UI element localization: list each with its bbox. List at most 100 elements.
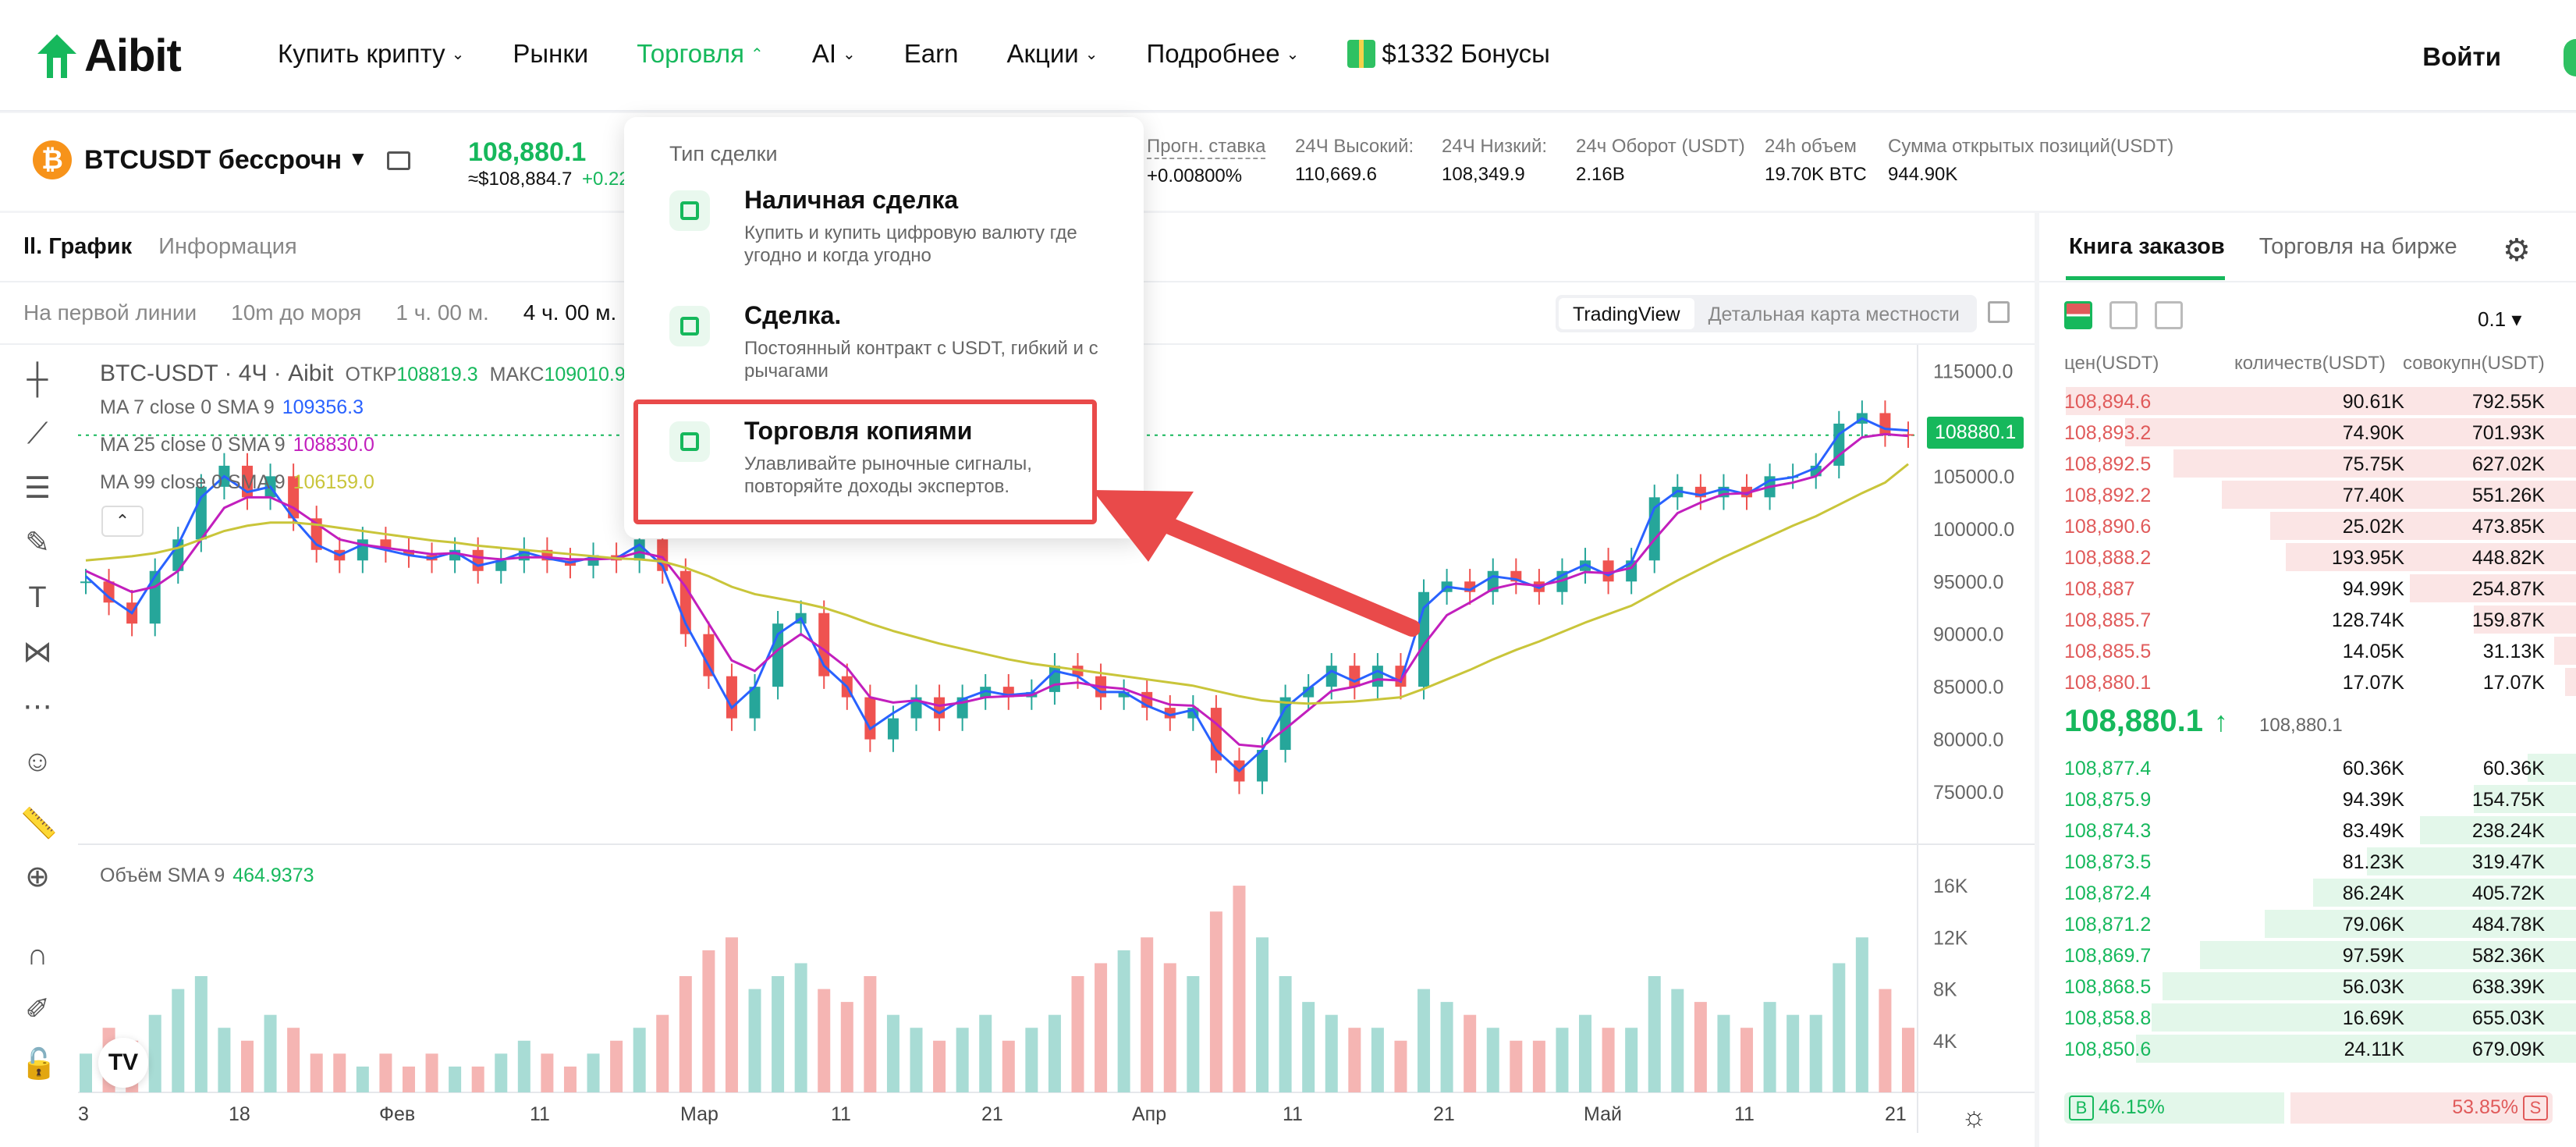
bid-row[interactable]: 108,875.9 94.39K 154.75K bbox=[2039, 783, 2576, 815]
menu-item-copy-trading[interactable]: Торговля копиями Улавливайте рыночные си… bbox=[633, 406, 1133, 523]
nav-more[interactable]: Подробнее ⌄ bbox=[1146, 39, 1299, 69]
tf-1h[interactable]: 1 ч. 00 м. bbox=[396, 300, 489, 325]
candle-body bbox=[887, 718, 899, 740]
fib-lines-icon[interactable]: ☰ bbox=[23, 472, 51, 505]
bid-row[interactable]: 108,874.3 83.49K 238.24K bbox=[2039, 815, 2576, 846]
fullscreen-icon[interactable] bbox=[1988, 301, 2010, 323]
pattern-icon[interactable]: ⋈ bbox=[23, 636, 52, 669]
ask-row[interactable]: 108,894.6 90.61K 792.55K bbox=[2039, 385, 2576, 417]
tradingview-logo[interactable]: TV bbox=[98, 1038, 148, 1088]
register-button-edge[interactable] bbox=[2564, 39, 2576, 76]
tab-info[interactable]: Информация bbox=[158, 234, 297, 259]
zoom-in-icon[interactable]: ⊕ bbox=[25, 861, 50, 893]
bid-row[interactable]: 108,877.4 60.36K 60.36K bbox=[2039, 752, 2576, 783]
view-asks-icon[interactable] bbox=[2155, 301, 2183, 329]
ask-row[interactable]: 108,880.1 17.07K 17.07K bbox=[2039, 666, 2576, 698]
forecast-icon[interactable]: ⋯ bbox=[23, 691, 52, 723]
nav-promotions[interactable]: Акции ⌄ bbox=[1006, 39, 1098, 69]
bid-row[interactable]: 108,868.5 56.03K 638.39K bbox=[2039, 971, 2576, 1002]
crosshair-icon[interactable]: ┼ bbox=[27, 363, 48, 396]
ruler-icon[interactable]: 📏 bbox=[20, 808, 58, 840]
nav-ai[interactable]: AI ⌄ bbox=[812, 39, 856, 69]
nav-trading[interactable]: Торговля ⌃ bbox=[637, 39, 764, 69]
volume-bar bbox=[840, 1002, 853, 1092]
depth-chart-option[interactable]: Детальная карта местности bbox=[1708, 304, 1960, 325]
main-nav: Купить крипту ⌄ Рынки Торговля ⌃ AI ⌄ Earn … bbox=[278, 39, 1598, 69]
view-bids-icon[interactable] bbox=[2109, 301, 2138, 329]
tab-order-book[interactable]: Книга заказов bbox=[2069, 234, 2225, 259]
tradingview-option[interactable]: TradingView bbox=[1559, 298, 1694, 329]
ask-row[interactable]: 108,888.2 193.95K 448.82K bbox=[2039, 542, 2576, 573]
legend-high-label: МАКС bbox=[489, 364, 545, 385]
tab-chart[interactable]: ll. График bbox=[23, 234, 133, 259]
chevron-down-icon: ⌄ bbox=[843, 45, 856, 63]
bid-row[interactable]: 108,869.7 97.59K 582.36K bbox=[2039, 939, 2576, 971]
ask-row[interactable]: 108,885.5 14.05K 31.13K bbox=[2039, 635, 2576, 666]
top-nav-bar: Aibit Купить крипту ⌄ Рынки Торговля ⌃ AI ⌄… bbox=[0, 0, 2576, 112]
magnet-icon[interactable]: ∩ bbox=[27, 939, 48, 971]
precision-select[interactable]: 0.1 ▾ bbox=[2478, 307, 2522, 331]
bid-row[interactable]: 108,871.2 79.06K 484.78K bbox=[2039, 908, 2576, 939]
emoji-icon[interactable]: ☺ bbox=[22, 745, 53, 778]
price-change: +0.22 bbox=[582, 169, 630, 190]
candle-body bbox=[1602, 560, 1614, 582]
volume-bar bbox=[471, 1066, 484, 1092]
nav-earn[interactable]: Earn bbox=[904, 39, 959, 69]
book-icon[interactable] bbox=[387, 151, 410, 170]
nav-buy-crypto[interactable]: Купить крипту ⌄ bbox=[278, 39, 464, 69]
ask-price: 108,890.6 bbox=[2064, 516, 2152, 538]
stat-label[interactable]: Прогн. ставка bbox=[1147, 136, 1266, 159]
caret-down-icon[interactable]: ▼ bbox=[348, 147, 368, 170]
bid-row[interactable]: 108,873.5 81.23K 319.47K bbox=[2039, 846, 2576, 877]
x-tick-label: 11 bbox=[530, 1103, 550, 1125]
trendline-icon[interactable]: ⟋ bbox=[27, 417, 48, 450]
ask-row[interactable]: 108,887 94.99K 254.87K bbox=[2039, 573, 2576, 604]
legend-ma99-value: 106159.0 bbox=[293, 471, 374, 493]
ask-row[interactable]: 108,885.7 128.74K 159.87K bbox=[2039, 604, 2576, 635]
bid-row[interactable]: 108,872.4 86.24K 405.72K bbox=[2039, 877, 2576, 908]
volume-bar bbox=[1163, 963, 1176, 1092]
brush-icon[interactable]: ✎ bbox=[25, 527, 50, 559]
volume-bar bbox=[1486, 1028, 1499, 1092]
ask-total: 701.93K bbox=[2471, 422, 2545, 444]
volume-bar bbox=[310, 1053, 323, 1092]
volume-bar bbox=[379, 1053, 392, 1092]
volume-tick-label: 8K bbox=[1933, 979, 1957, 1001]
nav-bonus[interactable]: $1332 Бонусы bbox=[1347, 39, 1550, 69]
price-chart[interactable]: 115000.0110000.0105000.0100000.095000.09… bbox=[78, 345, 2035, 1133]
tab-market-trades[interactable]: Торговля на бирже bbox=[2258, 234, 2457, 259]
ask-row[interactable]: 108,890.6 25.02K 473.85K bbox=[2039, 510, 2576, 542]
pair-selector[interactable]: BTCUSDT бессрочн bbox=[84, 145, 342, 175]
ask-price: 108,888.2 bbox=[2064, 547, 2152, 569]
settings-sliders-icon[interactable]: ⚙ bbox=[2503, 233, 2531, 268]
ask-row[interactable]: 108,892.2 77.40K 551.26K bbox=[2039, 479, 2576, 510]
lock-icon[interactable]: 🔓 bbox=[20, 1048, 58, 1081]
bid-row[interactable]: 108,858.8 16.69K 655.03K bbox=[2039, 1002, 2576, 1033]
ask-row[interactable]: 108,893.2 74.90K 701.93K bbox=[2039, 417, 2576, 448]
menu-item-futures[interactable]: Сделка. Постоянный контракт с USDT, гибк… bbox=[633, 290, 1133, 407]
nav-markets[interactable]: Рынки bbox=[513, 39, 588, 69]
ask-row[interactable]: 108,892.5 75.75K 627.02K bbox=[2039, 448, 2576, 479]
lock-drawing-icon[interactable]: ✐ bbox=[25, 993, 50, 1026]
volume-bar bbox=[148, 1014, 161, 1092]
volume-bar bbox=[563, 1066, 577, 1092]
bid-row[interactable]: 108,850.6 24.11K 679.09K bbox=[2039, 1033, 2576, 1064]
bid-price: 108,858.8 bbox=[2064, 1007, 2152, 1029]
volume-bar bbox=[1833, 963, 1846, 1092]
logo[interactable]: Aibit bbox=[37, 30, 182, 82]
tf-10m[interactable]: 10m до моря bbox=[231, 300, 362, 325]
volume-bar bbox=[910, 1028, 923, 1092]
text-icon[interactable]: T bbox=[28, 581, 47, 614]
ask-qty: 94.99K bbox=[2342, 578, 2404, 600]
view-both-icon[interactable] bbox=[2064, 301, 2092, 329]
theme-toggle-icon[interactable]: ☼ bbox=[1961, 1100, 1987, 1132]
menu-item-spot[interactable]: Наличная сделка Купить и купить цифровую… bbox=[633, 175, 1133, 292]
tf-line[interactable]: На первой линии bbox=[23, 300, 197, 325]
candle-body bbox=[1833, 423, 1845, 466]
login-button[interactable]: Войти bbox=[2422, 42, 2501, 71]
tf-4h[interactable]: 4 ч. 00 м. bbox=[523, 300, 617, 325]
nav-label: Торговля bbox=[637, 39, 745, 68]
nav-label: Рынки bbox=[513, 39, 589, 68]
collapse-legend-button[interactable]: ⌃ bbox=[101, 506, 144, 537]
arrow-up-icon: ↑ bbox=[2214, 705, 2228, 737]
